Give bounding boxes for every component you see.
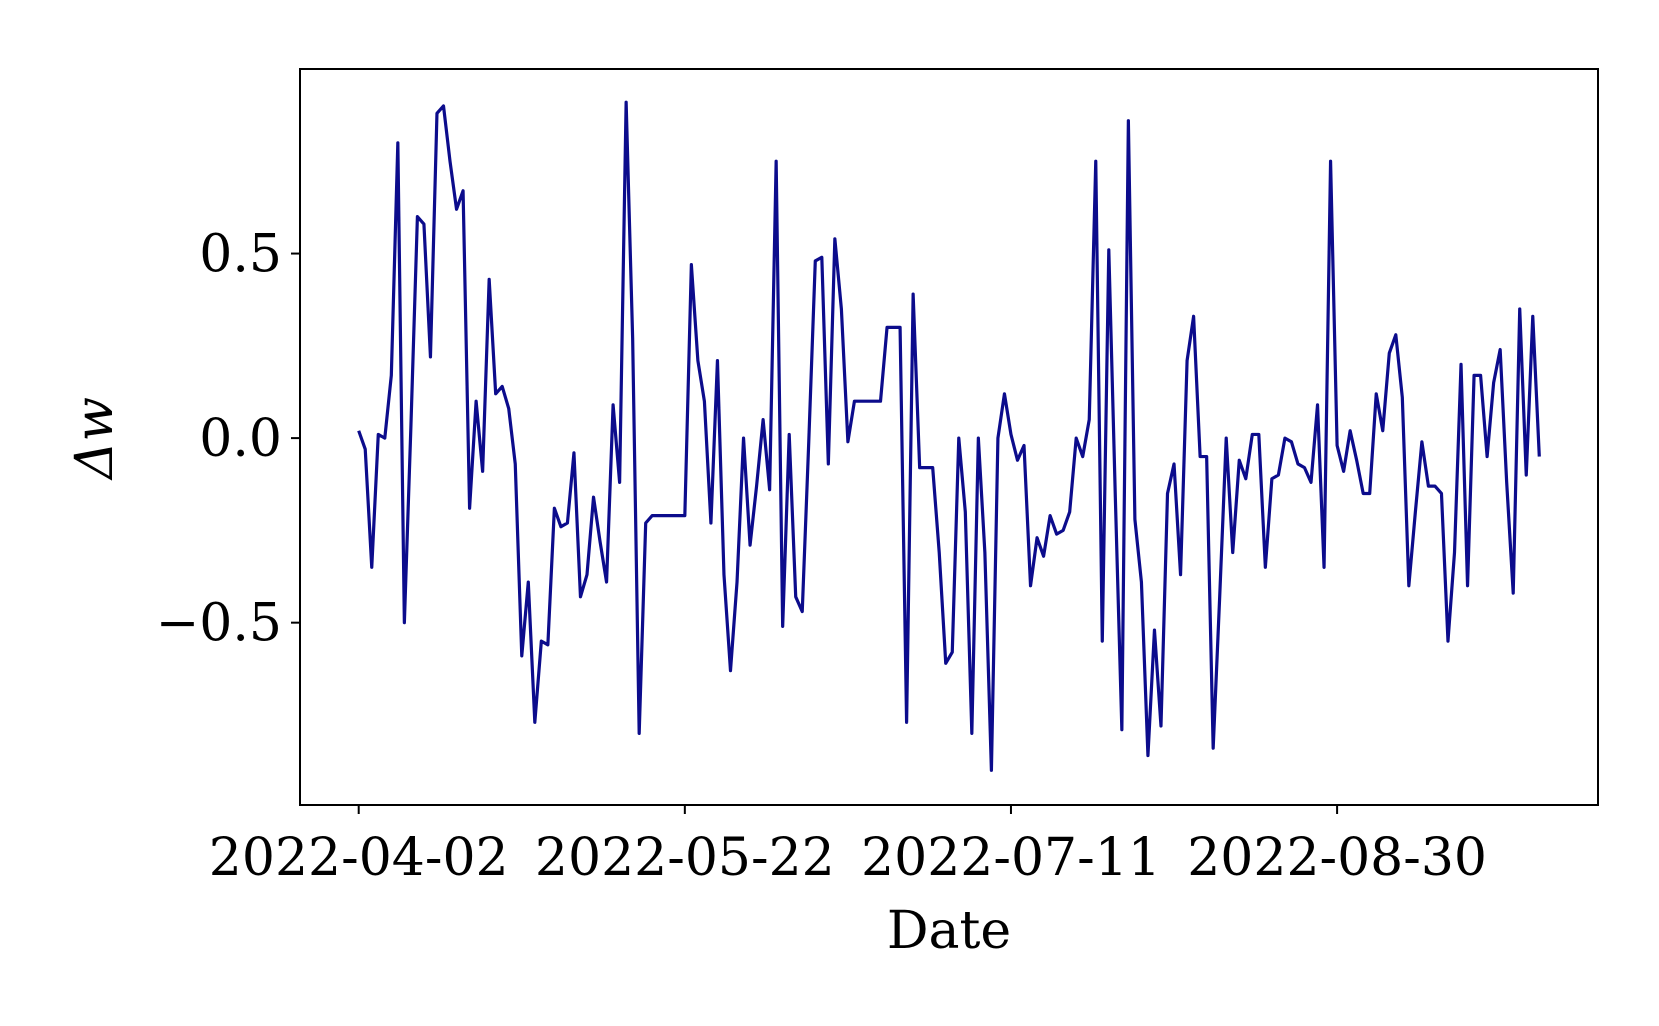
y-axis-label: Δw: [65, 397, 125, 481]
x-tick-label: 2022-07-11: [861, 828, 1161, 888]
x-axis-label: Date: [887, 901, 1011, 961]
x-tick-label: 2022-04-02: [209, 828, 509, 888]
line-series: [357, 100, 1541, 772]
y-tick-label: 0.5: [199, 225, 282, 285]
y-tick-label: −0.5: [156, 594, 282, 654]
x-tick-label: 2022-08-30: [1187, 828, 1487, 888]
plot-frame: [299, 68, 1599, 806]
y-tick-label: 0.0: [199, 409, 282, 469]
x-tick-label: 2022-05-22: [535, 828, 835, 888]
